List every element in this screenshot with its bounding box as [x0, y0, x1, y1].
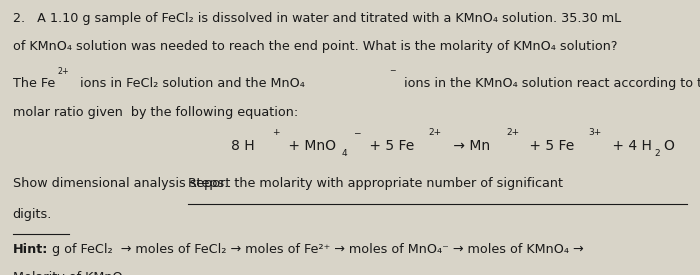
Text: Report the molarity with appropriate number of significant: Report the molarity with appropriate num… — [188, 177, 563, 190]
Text: + MnO: + MnO — [284, 139, 335, 153]
Text: ions in the KMnO₄ solution react according to the: ions in the KMnO₄ solution react accordi… — [400, 77, 700, 90]
Text: of KMnO₄ solution was needed to reach the end point. What is the molarity of KMn: of KMnO₄ solution was needed to reach th… — [13, 40, 617, 53]
Text: Hint:: Hint: — [13, 243, 48, 256]
Text: + 4 H: + 4 H — [608, 139, 652, 153]
Text: ions in FeCl₂ solution and the MnO₄: ions in FeCl₂ solution and the MnO₄ — [76, 77, 304, 90]
Text: 2: 2 — [654, 149, 660, 158]
Text: 3+: 3+ — [588, 128, 601, 137]
Text: 2+: 2+ — [506, 128, 519, 137]
Text: molar ratio given  by the following equation:: molar ratio given by the following equat… — [13, 106, 298, 119]
Text: Show dimensional analysis steps.: Show dimensional analysis steps. — [13, 177, 232, 190]
Text: digits.: digits. — [13, 208, 52, 221]
Text: 2+: 2+ — [428, 128, 442, 137]
Text: → Mn: → Mn — [449, 139, 491, 153]
Text: −: − — [389, 67, 396, 76]
Text: Molarity of KMnO₄: Molarity of KMnO₄ — [13, 271, 127, 275]
Text: +: + — [272, 128, 279, 137]
Text: 2+: 2+ — [57, 67, 69, 76]
Text: O: O — [664, 139, 675, 153]
Text: + 5 Fe: + 5 Fe — [365, 139, 414, 153]
Text: 4: 4 — [342, 149, 347, 158]
Text: 8 H: 8 H — [231, 139, 255, 153]
Text: The Fe: The Fe — [13, 77, 55, 90]
Text: g of FeCl₂  → moles of FeCl₂ → moles of Fe²⁺ → moles of MnO₄⁻ → moles of KMnO₄ →: g of FeCl₂ → moles of FeCl₂ → moles of F… — [48, 243, 583, 256]
Text: 2.   A 1.10 g sample of FeCl₂ is dissolved in water and titrated with a KMnO₄ so: 2. A 1.10 g sample of FeCl₂ is dissolved… — [13, 12, 621, 25]
Text: + 5 Fe: + 5 Fe — [525, 139, 574, 153]
Text: −: − — [354, 128, 361, 137]
